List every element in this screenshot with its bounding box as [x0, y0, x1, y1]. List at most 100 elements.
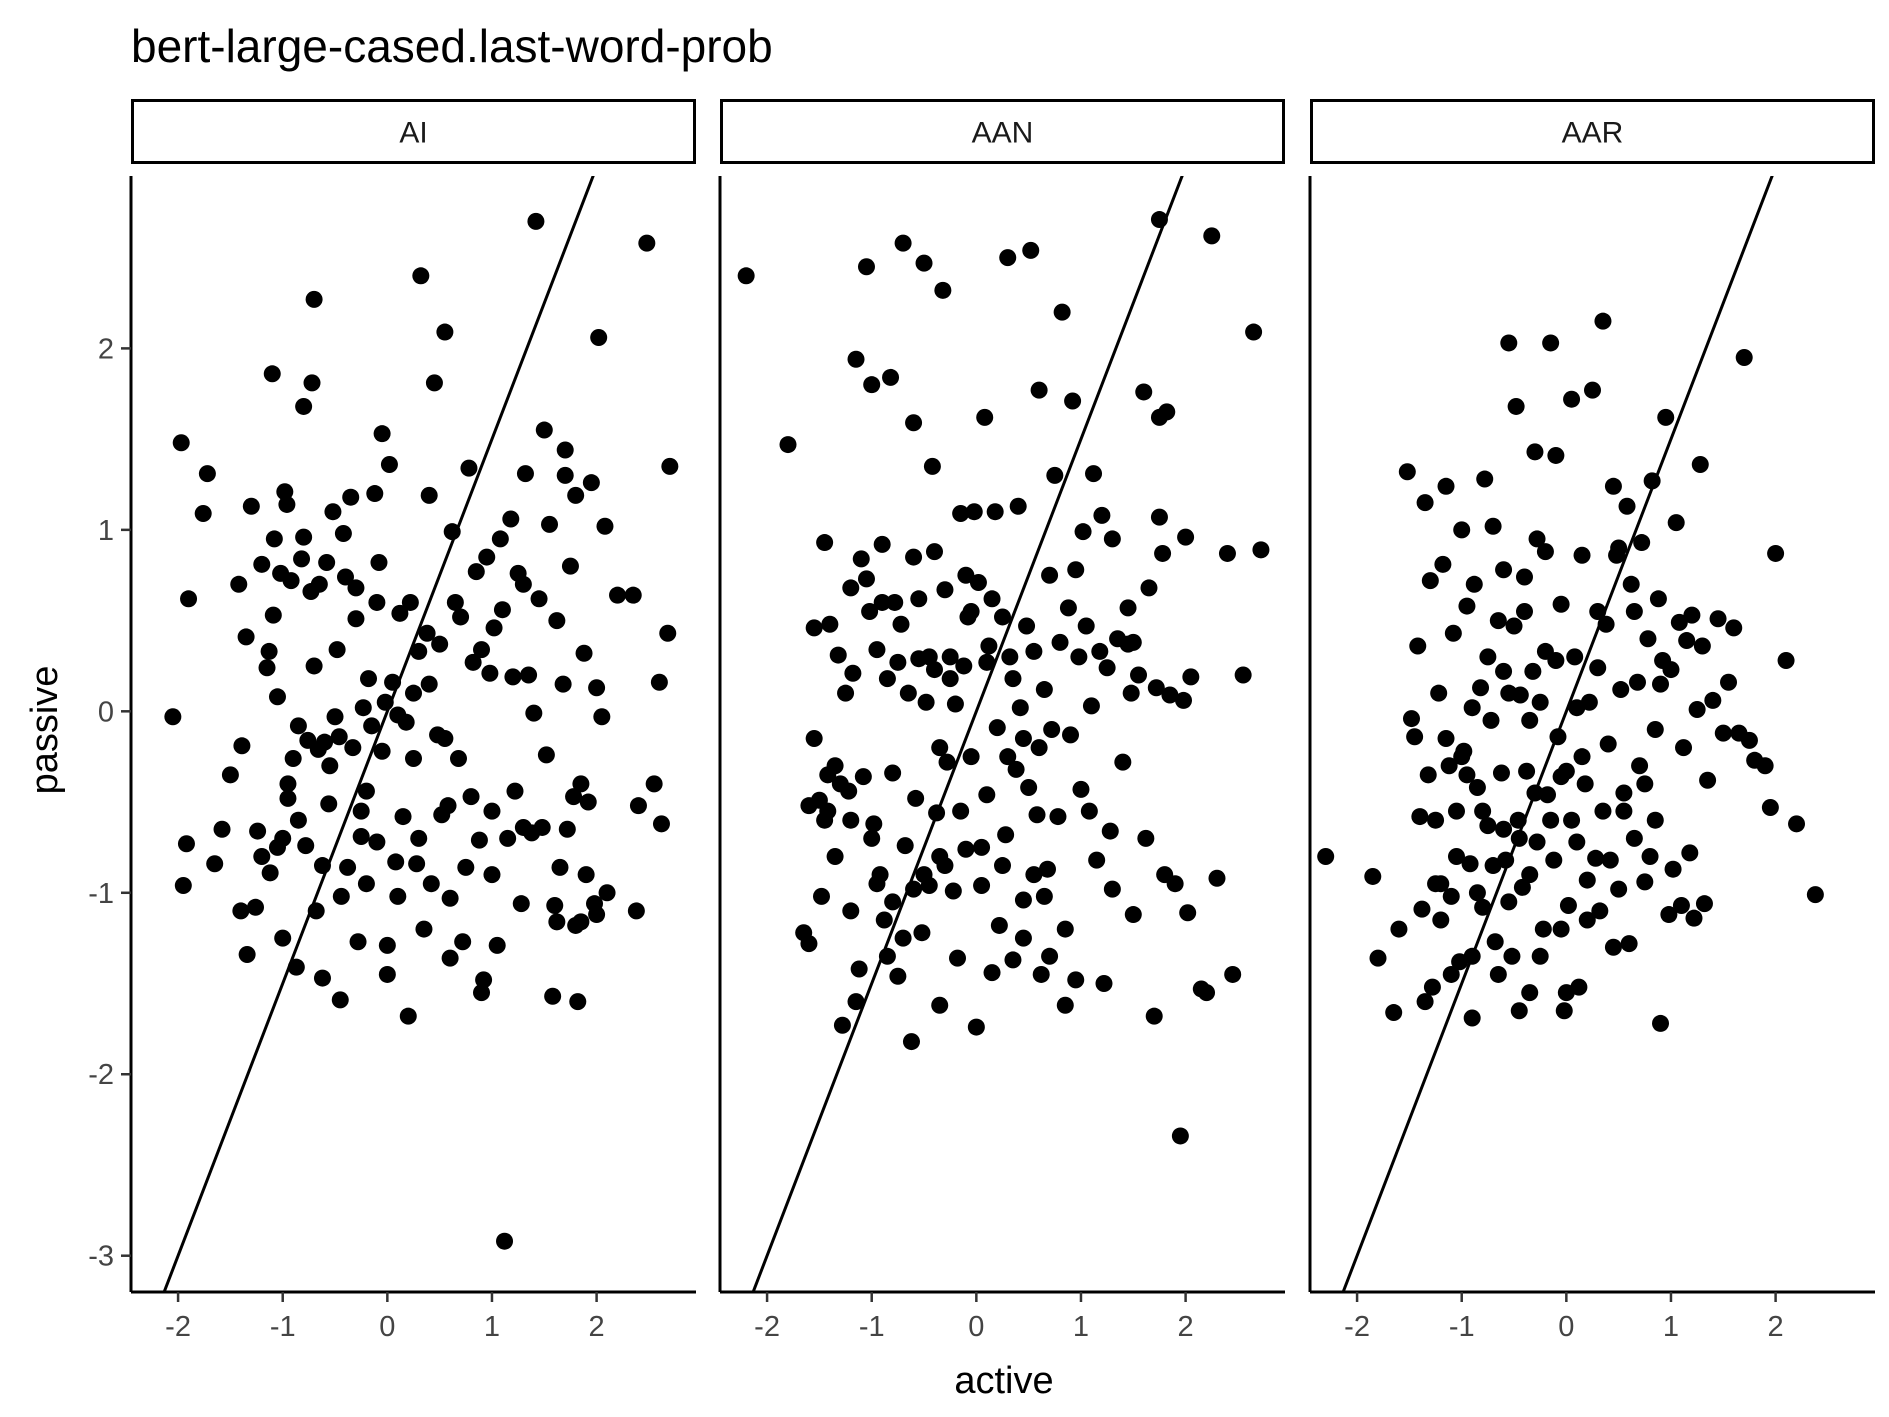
data-point [645, 775, 663, 793]
data-point [1695, 895, 1713, 913]
data-point [1693, 637, 1711, 655]
data-point [1636, 873, 1654, 891]
facet-label-aan: AAN [972, 117, 1034, 150]
data-point [910, 590, 928, 608]
data-point [373, 425, 391, 443]
data-point [952, 505, 970, 523]
data-point [800, 797, 818, 815]
data-point [441, 889, 459, 907]
data-point [1150, 211, 1168, 229]
data-point [1103, 880, 1121, 898]
data-point [324, 503, 342, 521]
data-point [376, 693, 394, 711]
data-point [1589, 659, 1607, 677]
facet-strip-ai [131, 99, 696, 164]
data-point [941, 670, 959, 688]
data-point [1552, 768, 1570, 786]
data-point [868, 875, 886, 893]
data-point [512, 895, 530, 913]
data-point [1234, 666, 1252, 684]
data-point [462, 788, 480, 806]
x-tick-label: 0 [1558, 1311, 1574, 1343]
data-point [303, 374, 321, 392]
data-point [1030, 381, 1048, 399]
data-point [446, 593, 464, 611]
y-axis-title: passive [24, 666, 66, 795]
data-point [896, 837, 914, 855]
data-point [310, 575, 328, 593]
data-point [1479, 648, 1497, 666]
data-point [1442, 887, 1460, 905]
data-point [957, 566, 975, 584]
data-point [237, 628, 255, 646]
data-point [1489, 965, 1507, 983]
data-point [1468, 779, 1486, 797]
data-point [1432, 911, 1450, 929]
data-point [443, 523, 461, 541]
data-point [1046, 466, 1064, 484]
data-point [1080, 802, 1098, 820]
data-point [264, 606, 282, 624]
x-tick-label: -1 [270, 1311, 296, 1343]
data-point [779, 436, 797, 454]
data-point [373, 742, 391, 760]
data-point [1681, 844, 1699, 862]
data-point [439, 797, 457, 815]
data-point [230, 575, 248, 593]
data-point [1103, 530, 1121, 548]
data-point [878, 670, 896, 688]
data-point [313, 857, 331, 875]
data-point [491, 530, 509, 548]
data-point [1028, 806, 1046, 824]
data-point [213, 820, 231, 838]
data-point [826, 757, 844, 775]
data-point [247, 898, 265, 916]
data-point [1515, 603, 1533, 621]
data-point [1573, 748, 1591, 766]
data-point [1074, 523, 1092, 541]
data-point [931, 847, 949, 865]
data-point [575, 644, 593, 662]
x-tick-label: 1 [484, 1311, 500, 1343]
data-point [1568, 833, 1586, 851]
x-tick-label: 1 [1663, 1311, 1679, 1343]
data-point [1390, 920, 1408, 938]
data-point [1555, 1002, 1573, 1020]
data-point [481, 664, 499, 682]
data-point [1528, 530, 1546, 548]
data-point [842, 811, 860, 829]
data-point [1549, 728, 1567, 746]
data-point [1004, 670, 1022, 688]
data-point [198, 465, 216, 483]
data-point [537, 746, 555, 764]
data-point [1531, 693, 1549, 711]
x-tick-label: -2 [754, 1311, 780, 1343]
data-point [384, 673, 402, 691]
data-point [493, 601, 511, 619]
data-point [1317, 847, 1335, 865]
data-point [1413, 900, 1431, 918]
data-point [541, 515, 559, 533]
data-point [328, 641, 346, 659]
data-point [1122, 684, 1140, 702]
data-point [295, 528, 313, 546]
data-point [287, 958, 305, 976]
data-point [1203, 227, 1221, 245]
data-point [1032, 965, 1050, 983]
data-point [1056, 996, 1074, 1014]
data-point [831, 775, 849, 793]
data-point [652, 815, 670, 833]
data-point [1563, 390, 1581, 408]
data-point [973, 877, 991, 895]
data-point [962, 748, 980, 766]
data-point [1518, 762, 1536, 780]
reference-line [162, 176, 595, 1292]
data-point [1559, 896, 1577, 914]
data-point [1119, 599, 1137, 617]
data-point [944, 882, 962, 900]
data-point [1369, 949, 1387, 967]
data-point [886, 593, 904, 611]
data-point [284, 749, 302, 767]
data-point [1423, 978, 1441, 996]
data-point [1088, 851, 1106, 869]
